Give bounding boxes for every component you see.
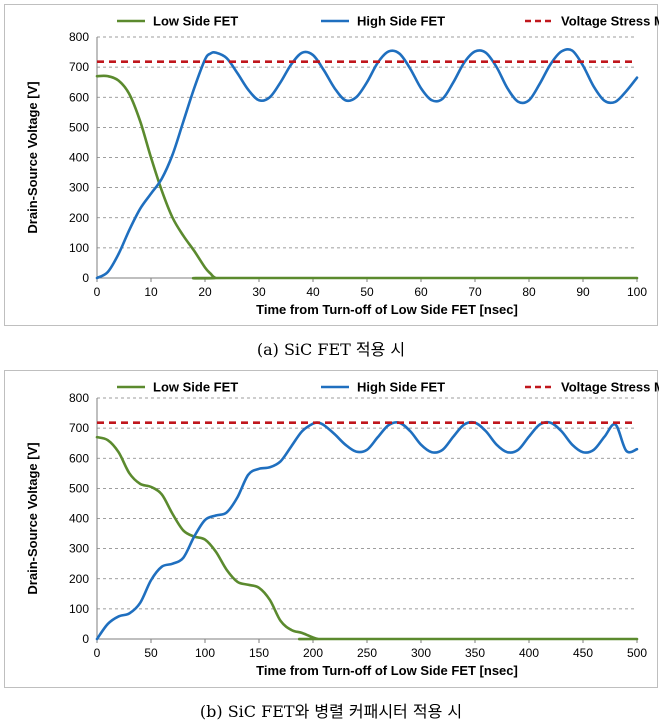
x-tick-label: 80 — [522, 285, 536, 299]
chart-a: 0 100 200 300 400 500 600 700 800 0 10 20 30 40 50 60 70… — [25, 14, 659, 318]
y-tick-label: 700 — [69, 421, 89, 435]
x-axis-title: Time from Turn-off of Low Side FET [nsec… — [256, 663, 518, 678]
x-tick-label: 100 — [627, 285, 647, 299]
y-tick-label: 500 — [69, 481, 89, 495]
y-tick-label: 600 — [69, 451, 89, 465]
y-tick-label: 600 — [69, 90, 89, 104]
x-tick-label: 100 — [195, 646, 215, 660]
x-tick-label: 200 — [303, 646, 323, 660]
y-tick-label: 400 — [69, 151, 89, 165]
y-tick-label: 400 — [69, 512, 89, 526]
y-tick-label: 200 — [69, 211, 89, 225]
legend-label: High Side FET — [357, 14, 445, 29]
y-tick-label: 0 — [82, 271, 89, 285]
x-tick-label: 0 — [94, 646, 101, 660]
caption-b: (b) SiC FET와 병렬 커패시터 적용 시 — [199, 702, 463, 721]
x-tick-label: 450 — [573, 646, 593, 660]
y-tick-label: 300 — [69, 181, 89, 195]
y-tick-label: 0 — [82, 632, 89, 646]
x-tick-label: 10 — [144, 285, 158, 299]
x-tick-label: 70 — [468, 285, 482, 299]
y-tick-label: 700 — [69, 60, 89, 74]
x-axis-title: Time from Turn-off of Low Side FET [nsec… — [256, 302, 518, 317]
x-tick-label: 0 — [94, 285, 101, 299]
y-axis-title: Drain-Source Voltage [V] — [25, 81, 40, 233]
x-tick-label: 90 — [576, 285, 590, 299]
x-tick-label: 500 — [627, 646, 647, 660]
x-tick-label: 350 — [465, 646, 485, 660]
x-tick-label: 20 — [198, 285, 212, 299]
legend-label: Low Side FET — [153, 380, 238, 395]
y-tick-label: 100 — [69, 241, 89, 255]
chart-b-panel: 0 100 200 300 400 500 600 700 800 0 50 100 150 200 250… — [4, 370, 659, 688]
x-tick-label: 30 — [252, 285, 266, 299]
legend-label: Low Side FET — [153, 14, 238, 29]
y-tick-label: 800 — [69, 391, 89, 405]
y-tick-label: 300 — [69, 542, 89, 556]
x-tick-label: 400 — [519, 646, 539, 660]
y-tick-label: 500 — [69, 120, 89, 134]
y-axis-title: Drain-Source Voltage [V] — [25, 442, 40, 594]
legend-label: Voltage Stress Maigin — [561, 14, 659, 29]
series-line-high-side-fet — [95, 420, 639, 641]
legend-label: High Side FET — [357, 380, 445, 395]
y-tick-label: 800 — [69, 30, 89, 44]
x-tick-label: 60 — [414, 285, 428, 299]
x-tick-label: 50 — [360, 285, 374, 299]
series-line-low-side-fet — [95, 435, 639, 641]
series-line-high-side-fet — [95, 47, 639, 280]
x-tick-label: 40 — [306, 285, 320, 299]
chart-b: 0 100 200 300 400 500 600 700 800 0 50 100 150 200 250… — [25, 380, 659, 679]
chart-a-panel: 0 100 200 300 400 500 600 700 800 0 10 20 30 40 50 60 70… — [4, 4, 659, 326]
legend-label: Voltage Stress Maigin — [561, 380, 659, 395]
y-tick-label: 200 — [69, 572, 89, 586]
y-tick-label: 100 — [69, 602, 89, 616]
x-tick-label: 250 — [357, 646, 377, 660]
x-tick-label: 150 — [249, 646, 269, 660]
x-tick-label: 300 — [411, 646, 431, 660]
x-tick-label: 50 — [144, 646, 158, 660]
caption-a: (a) SiC FET 적용 시 — [256, 340, 406, 359]
series-line-low-side-fet — [95, 74, 639, 280]
